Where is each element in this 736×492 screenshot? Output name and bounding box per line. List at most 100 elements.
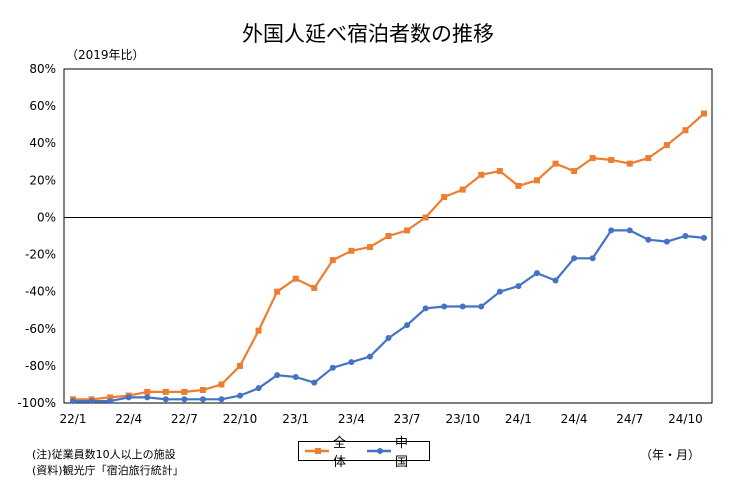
data-point-all	[144, 388, 151, 395]
data-point-all	[515, 182, 522, 189]
x-tick-label: 23/10	[445, 412, 480, 426]
x-tick-label: 24/4	[561, 412, 588, 426]
data-point-all	[385, 233, 392, 239]
y-tick-label: 80%	[29, 62, 56, 76]
data-point-china	[162, 396, 169, 403]
x-unit-label: （年・月）	[640, 448, 701, 462]
data-point-china	[70, 398, 76, 405]
data-point-china	[348, 359, 355, 366]
data-point-china	[645, 236, 652, 243]
data-point-china	[515, 283, 522, 290]
data-point-china	[478, 303, 485, 310]
legend-swatch-china	[367, 448, 391, 454]
data-point-all	[496, 168, 503, 175]
chart-title: 外国人延べ宿泊者数の推移	[242, 22, 494, 46]
data-point-all	[366, 244, 373, 251]
series-line-china	[73, 229, 705, 403]
data-point-all	[181, 388, 188, 395]
data-point-all	[255, 327, 262, 334]
y-tick-label: 0%	[37, 210, 56, 224]
y-tick-label: -80%	[25, 359, 56, 373]
data-point-all	[199, 387, 206, 394]
data-point-all	[404, 227, 411, 234]
data-point-all	[218, 381, 225, 388]
legend-label-china: 中国	[395, 436, 409, 470]
data-point-china	[496, 288, 503, 295]
x-tick-label: 22/1	[60, 412, 87, 426]
data-point-china	[459, 303, 466, 310]
data-point-all	[422, 214, 429, 221]
data-point-all	[589, 155, 596, 162]
x-tick-label: 22/7	[171, 412, 198, 426]
x-tick-label: 23/7	[394, 412, 421, 426]
data-point-china	[533, 270, 540, 277]
y-tick-label: -60%	[25, 322, 56, 336]
legend-swatch-all	[305, 448, 329, 454]
data-point-all	[571, 168, 578, 175]
data-point-china	[663, 238, 670, 245]
y-tick-label: 40%	[29, 136, 56, 150]
y-tick-label: 20%	[29, 173, 56, 187]
data-point-all	[162, 388, 169, 395]
data-point-all	[107, 394, 114, 401]
legend-label-all: 全体	[333, 436, 347, 470]
legend-item-all: 全体	[305, 432, 357, 470]
data-point-all	[274, 288, 281, 295]
data-point-china	[107, 398, 114, 405]
data-point-china	[199, 396, 206, 403]
data-point-china	[682, 233, 689, 239]
data-point-china	[88, 398, 95, 405]
data-point-all	[701, 110, 707, 117]
data-point-china	[589, 255, 596, 262]
data-point-china	[422, 305, 429, 312]
x-tick-label: 23/4	[338, 412, 365, 426]
data-point-china	[144, 394, 151, 401]
data-point-all	[608, 156, 615, 163]
data-point-china	[552, 277, 559, 284]
plot-area-border	[63, 68, 713, 404]
data-point-china	[626, 227, 633, 234]
x-tick-label: 24/7	[616, 412, 643, 426]
data-point-all	[552, 160, 559, 167]
data-point-all	[441, 194, 448, 201]
data-point-all	[533, 177, 540, 184]
data-point-china	[292, 374, 299, 381]
data-point-all	[311, 284, 318, 291]
data-point-all	[663, 142, 670, 149]
data-point-china	[181, 396, 188, 403]
x-tick-label: 22/10	[223, 412, 258, 426]
data-point-china	[608, 227, 615, 234]
data-point-china	[366, 353, 373, 360]
x-tick-label: 22/4	[115, 412, 142, 426]
data-point-china	[255, 385, 262, 392]
data-point-all	[237, 362, 244, 369]
y-tick-label: -100%	[17, 396, 56, 410]
y-unit-label: （2019年比）	[66, 48, 145, 62]
data-point-china	[311, 379, 318, 386]
data-point-china	[385, 335, 392, 342]
data-point-all	[626, 160, 633, 167]
footnote-facility: (注)従業員数10人以上の施設	[32, 448, 176, 461]
data-point-all	[478, 171, 485, 178]
data-point-china	[701, 234, 707, 241]
x-tick-label: 24/1	[505, 412, 532, 426]
data-point-china	[404, 322, 411, 329]
y-tick-label: -40%	[25, 285, 56, 299]
series-line-all	[73, 112, 705, 401]
data-point-china	[571, 255, 578, 262]
x-tick-label: 23/1	[282, 412, 309, 426]
data-point-all	[329, 257, 336, 264]
data-point-all	[682, 127, 689, 134]
y-tick-label: 60%	[29, 99, 56, 113]
data-point-china	[125, 394, 132, 401]
legend: 全体 中国	[298, 436, 430, 470]
x-tick-label: 24/10	[668, 412, 703, 426]
y-tick-label: -20%	[25, 248, 56, 262]
data-point-china	[274, 372, 281, 379]
data-point-all	[459, 186, 466, 193]
footnote-source: (資料)観光庁「宿泊旅行統計」	[32, 464, 184, 477]
data-point-china	[441, 303, 448, 310]
data-point-china	[237, 392, 244, 399]
data-point-china	[218, 396, 225, 403]
